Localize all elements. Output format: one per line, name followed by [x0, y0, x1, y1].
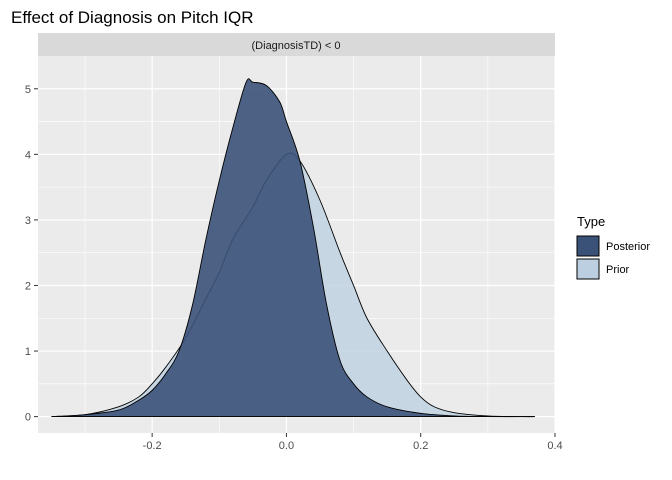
- legend-label-prior: Prior: [606, 264, 630, 276]
- legend-key-posterior: [576, 235, 600, 257]
- legend-title: Type: [577, 214, 605, 229]
- legend-label-posterior: Posterior: [606, 241, 650, 253]
- x-tick-label: 0.0: [279, 440, 294, 452]
- x-tick-label: 0.2: [413, 440, 428, 452]
- y-tick-label: 5: [25, 84, 31, 96]
- x-tick-label: 0.4: [547, 440, 562, 452]
- facet-label: (DiagnosisTD) < 0: [252, 40, 341, 52]
- y-tick-label: 3: [25, 215, 31, 227]
- legend: Type Posterior Prior: [576, 214, 650, 280]
- facet-strip: [38, 33, 555, 56]
- y-tick-label: 4: [25, 149, 31, 161]
- density-area-posterior: [51, 78, 535, 418]
- y-tick-label: 1: [25, 346, 31, 358]
- chart-title: Effect of Diagnosis on Pitch IQR: [11, 8, 254, 27]
- x-tick-label: -0.2: [143, 440, 162, 452]
- axes: -0.2 0.0 0.2 0.4 0 1 2 3 4 5: [25, 84, 563, 452]
- y-tick-label: 0: [25, 412, 31, 424]
- legend-key-prior: [576, 258, 600, 280]
- y-tick-label: 2: [25, 280, 31, 292]
- density-areas: [51, 78, 535, 418]
